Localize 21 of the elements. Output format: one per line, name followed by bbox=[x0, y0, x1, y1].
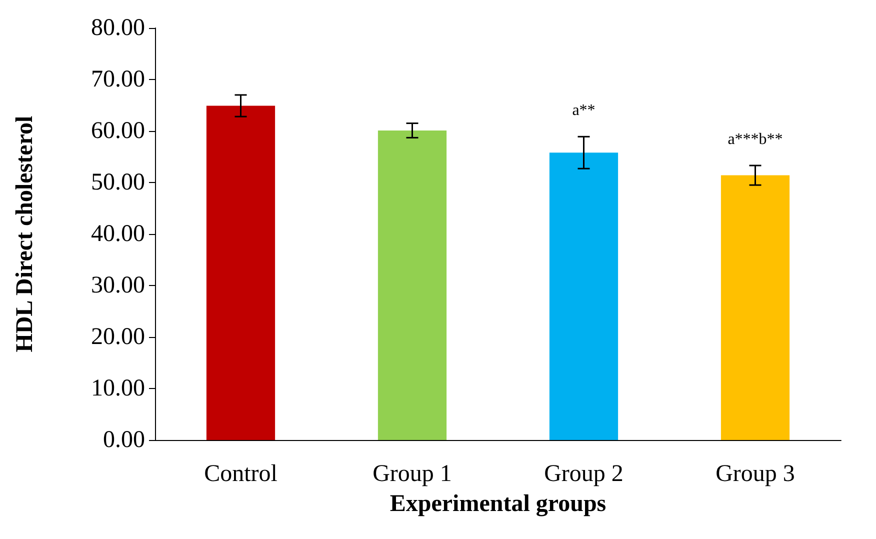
y-tick-label: 20.00 bbox=[91, 324, 145, 350]
y-tick-label: 10.00 bbox=[91, 376, 145, 402]
y-tick-label: 40.00 bbox=[91, 221, 145, 247]
y-tick-label: 50.00 bbox=[91, 170, 145, 196]
bar bbox=[206, 106, 276, 440]
bar bbox=[720, 175, 790, 440]
x-tick-label: Group 2 bbox=[544, 461, 624, 487]
y-tick-label: 70.00 bbox=[91, 66, 145, 92]
y-axis-title: HDL Direct cholesterol bbox=[12, 115, 38, 352]
y-tick-label: 0.00 bbox=[103, 427, 145, 453]
x-tick-label: Group 3 bbox=[716, 461, 795, 487]
y-tick-label: 80.00 bbox=[91, 15, 145, 41]
x-tick-label: Group 1 bbox=[372, 461, 452, 487]
bar bbox=[549, 152, 618, 440]
data-label: a** bbox=[572, 102, 596, 120]
y-tick-label: 30.00 bbox=[91, 272, 145, 298]
x-tick-label: Control bbox=[204, 461, 278, 487]
data-label: a***b** bbox=[728, 131, 783, 148]
y-tick-label: 60.00 bbox=[91, 118, 145, 144]
x-axis-title: Experimental groups bbox=[390, 491, 606, 517]
bar bbox=[378, 130, 447, 440]
